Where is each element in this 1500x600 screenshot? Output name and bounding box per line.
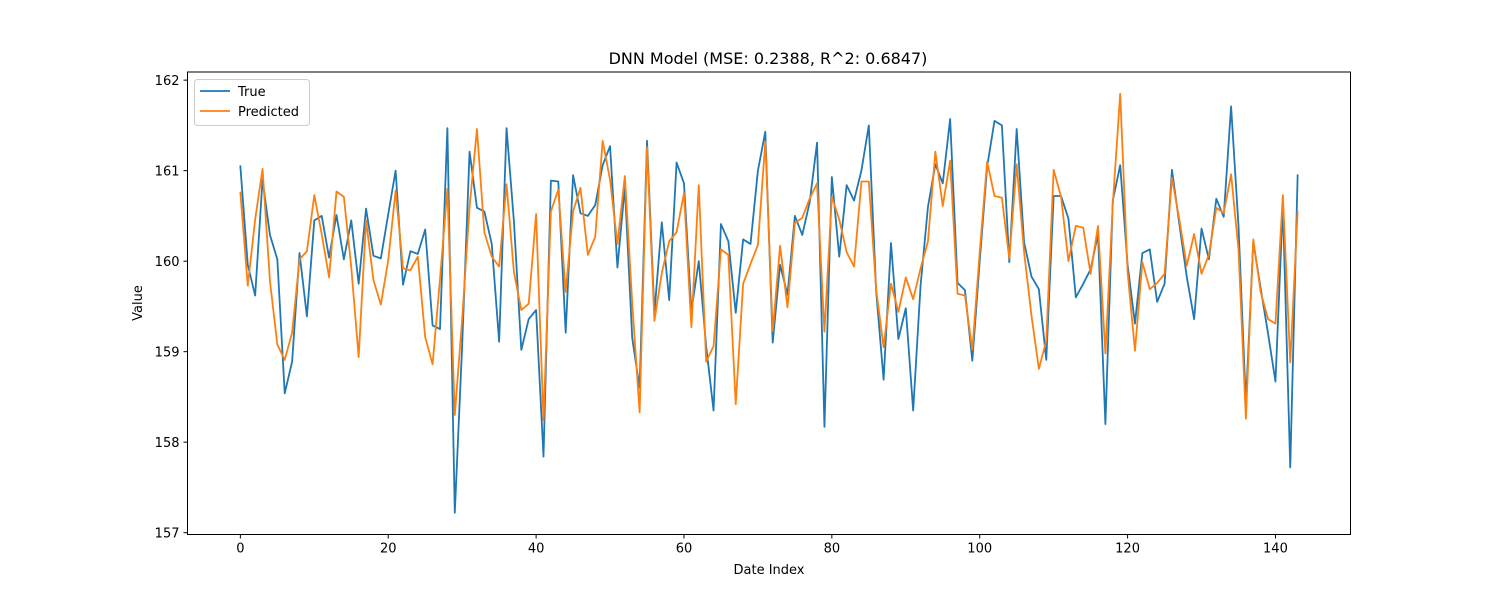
y-tick-label: 158	[155, 436, 180, 451]
x-tick-label: 140	[1263, 542, 1288, 557]
series-line-predicted	[239, 92, 1299, 422]
series-layer	[239, 92, 1299, 514]
y-tick-label: 161	[155, 165, 180, 180]
chart-title: DNN Model (MSE: 0.2388, R^2: 0.6847)	[609, 49, 928, 68]
legend: True Predicted	[194, 79, 310, 126]
x-tick-label: 60	[676, 542, 693, 557]
x-axis-label: Date Index	[734, 563, 805, 578]
y-tick-label: 160	[155, 255, 180, 270]
x-tick-label: 80	[824, 542, 841, 557]
y-tick-label: 162	[155, 74, 180, 89]
x-axis-ticks: 0 20 40 60 80 100 120 140	[236, 534, 1288, 557]
x-tick-label: 20	[380, 542, 397, 557]
legend-label-predicted: Predicted	[238, 105, 299, 120]
legend-label-true: True	[237, 85, 266, 100]
y-axis-ticks: 157 158 159 160 161 162	[155, 74, 188, 542]
x-tick-label: 40	[528, 542, 545, 557]
y-tick-label: 159	[155, 346, 180, 361]
y-tick-label: 157	[155, 527, 180, 542]
x-tick-label: 100	[967, 542, 992, 557]
y-axis-label: Value	[131, 285, 146, 321]
x-tick-label: 0	[236, 542, 244, 557]
plot-area-frame	[187, 71, 1351, 535]
x-tick-label: 120	[1115, 542, 1140, 557]
